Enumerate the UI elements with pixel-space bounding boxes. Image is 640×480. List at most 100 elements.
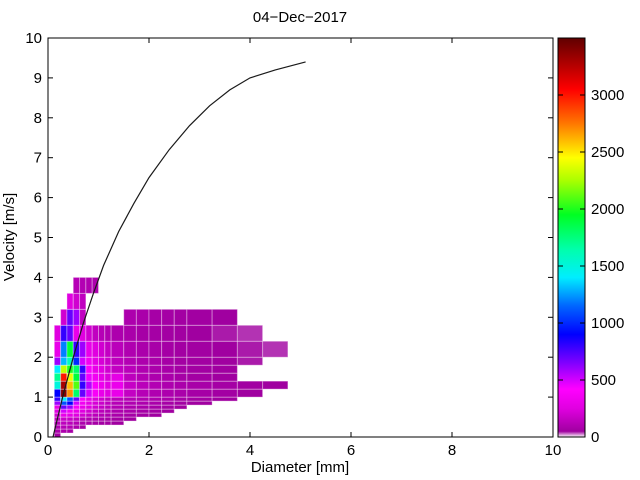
heatmap-cell (135, 412, 150, 418)
heatmap-cell (110, 420, 125, 426)
heatmap-cell (135, 380, 150, 390)
heatmap-cell (161, 308, 175, 326)
x-axis-label: Diameter [mm] (251, 459, 349, 476)
heatmap-cell (211, 340, 238, 358)
heatmap-cell (60, 420, 68, 426)
heatmap-cell (135, 372, 150, 382)
heatmap-cell (53, 340, 62, 358)
y-axis-ticks (48, 37, 553, 438)
heatmap-cell (98, 400, 106, 406)
heatmap-cell (186, 364, 213, 374)
heatmap-cell (66, 340, 74, 358)
heatmap-cell (79, 356, 87, 366)
heatmap-cell (98, 324, 106, 342)
x-tick-label: 0 (44, 442, 52, 459)
heatmap-cell (85, 380, 93, 390)
heatmap-cell (123, 308, 137, 326)
y-tick-label: 5 (34, 230, 42, 247)
heatmap-cell (236, 356, 264, 366)
y-tick-label: 4 (34, 269, 42, 286)
heatmap-cell (104, 404, 112, 410)
heatmap-cell (98, 340, 106, 358)
heatmap-cell (148, 380, 163, 390)
colorbar-tick-label: 1500 (591, 258, 624, 275)
heatmap-cell (91, 276, 100, 294)
heatmap-cell (123, 372, 137, 382)
colorbar-gradient (557, 37, 586, 438)
heatmap-cell (104, 372, 112, 382)
heatmap-cell (66, 420, 74, 426)
heatmap-cell (53, 356, 62, 366)
heatmap-cell (72, 400, 81, 406)
heatmap-cell (91, 408, 100, 414)
heatmap-cell (104, 396, 112, 402)
heatmap-cell (60, 340, 68, 358)
heatmap-cell (135, 388, 150, 398)
heatmap-cell (85, 400, 93, 406)
heatmap-cell (91, 364, 100, 374)
heatmap-cell (53, 432, 62, 437)
heatmap-cell (60, 408, 68, 414)
heatmap-cell (91, 412, 100, 418)
heatmap-cell (72, 424, 81, 430)
heatmap-cell (66, 400, 74, 406)
heatmap-cell (85, 420, 93, 426)
heatmap-cell (262, 340, 289, 358)
heatmap-cell (60, 428, 68, 434)
heatmap-cell (66, 388, 74, 398)
y-axis-tick-labels: 0 1 2 3 4 5 6 7 8 9 10 (25, 30, 42, 446)
heatmap-cell (60, 416, 68, 422)
heatmap-cell (85, 396, 93, 402)
x-tick-label: 10 (545, 442, 562, 459)
heatmap-cell (72, 420, 81, 426)
heatmap-cell (79, 396, 87, 402)
heatmap-cell (110, 400, 125, 406)
heatmap-cell (79, 372, 87, 382)
heatmap-cell (110, 372, 125, 382)
heatmap-cell (135, 340, 150, 358)
heatmap-cell (72, 364, 81, 374)
y-tick-label: 10 (25, 30, 42, 47)
heatmap-cell (91, 396, 100, 402)
heatmap-cell (53, 324, 62, 342)
colorbar-tick-label: 2500 (591, 144, 624, 161)
heatmap-cell (104, 388, 112, 398)
heatmap-cell (104, 324, 112, 342)
heatmap-cell (236, 340, 264, 358)
heatmap-cell (72, 388, 81, 398)
heatmap-cell (66, 292, 74, 310)
heatmap-cell (104, 412, 112, 418)
heatmap-cell (173, 372, 188, 382)
heatmap-cell (161, 324, 175, 342)
heatmap-cell (186, 324, 213, 342)
y-axis-label: Velocity [m/s] (1, 193, 18, 281)
heatmap-cell (72, 408, 81, 414)
heatmap-cell (66, 428, 74, 434)
heatmap-cell (211, 364, 238, 374)
heatmap-cell (98, 380, 106, 390)
heatmap-cell (98, 408, 106, 414)
heatmap-cell (148, 308, 163, 326)
heatmap-cell (66, 308, 74, 326)
heatmap-cell (79, 400, 87, 406)
heatmap-cell (91, 340, 100, 358)
heatmap-cell (104, 364, 112, 374)
heatmap-cell (60, 324, 68, 342)
heatmap-cell (66, 396, 74, 402)
heatmap-cell (211, 356, 238, 366)
heatmap-cell (135, 364, 150, 374)
heatmap-cell (148, 388, 163, 398)
heatmap-cell (173, 380, 188, 390)
colorbar-tick-label: 500 (591, 372, 616, 389)
heatmap-cell (72, 404, 81, 410)
chart-title: 04−Dec−2017 (253, 9, 347, 26)
heatmap-cell (110, 364, 125, 374)
heatmap-cell (85, 416, 93, 422)
heatmap-cell (173, 340, 188, 358)
heatmap-cell (79, 416, 87, 422)
x-tick-label: 2 (145, 442, 153, 459)
heatmap-cell (148, 408, 163, 414)
heatmap-cell (66, 424, 74, 430)
y-tick-label: 2 (34, 349, 42, 366)
